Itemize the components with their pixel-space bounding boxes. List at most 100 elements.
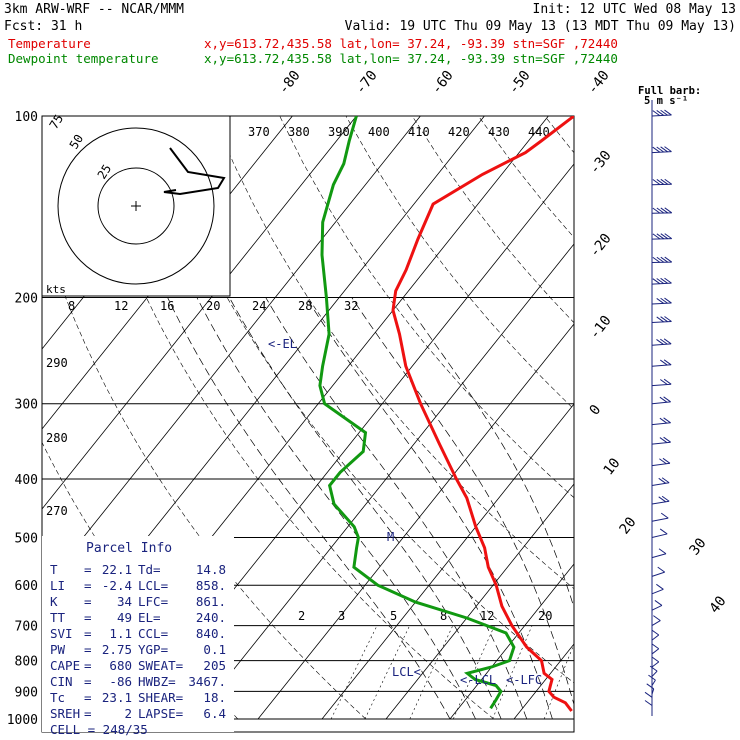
wind-barb bbox=[651, 436, 671, 445]
moist-adiabat-line bbox=[306, 297, 553, 720]
barb-shaft bbox=[651, 634, 660, 641]
barb-shaft bbox=[651, 401, 671, 405]
mixing-ratio-line bbox=[409, 625, 454, 720]
barb-flag bbox=[644, 700, 653, 706]
parcel-hwbz-label: HWBZ= bbox=[138, 674, 176, 689]
barb-flag bbox=[659, 417, 668, 424]
mixing-ratio-label-5: 5 bbox=[390, 609, 397, 623]
barb-flag bbox=[656, 179, 665, 185]
dry-adiabat-line bbox=[345, 116, 574, 410]
isotherm-label-40: 40 bbox=[707, 593, 730, 616]
wind-barb bbox=[651, 457, 671, 467]
parcel-li-label: LI bbox=[50, 578, 65, 593]
parcel-sreh-value: 2 bbox=[124, 706, 132, 721]
full-barb-units: 5 m s⁻¹ bbox=[644, 95, 688, 107]
wind-barb bbox=[651, 566, 666, 577]
barb-flag bbox=[660, 207, 669, 214]
parcel-td-value: 14.8 bbox=[196, 562, 226, 577]
parcel-cin-value: -86 bbox=[109, 674, 132, 689]
wind-barb bbox=[651, 396, 671, 405]
theta-label-440: 440 bbox=[528, 125, 550, 139]
isotherm-label--20: -20 bbox=[587, 231, 615, 261]
isotherm-line bbox=[513, 643, 574, 720]
parcel-sreh-label: SREH bbox=[50, 706, 80, 721]
valid-time: Valid: 19 UTC Thu 09 May 13 (13 MDT Thu … bbox=[345, 19, 736, 34]
barb-flag bbox=[664, 233, 673, 240]
parcel-k-label: K bbox=[50, 594, 58, 609]
barb-shaft bbox=[651, 688, 655, 695]
parcel-equals: = bbox=[84, 594, 92, 609]
barb-shaft bbox=[651, 661, 660, 668]
parcel-equals: = bbox=[84, 706, 92, 721]
barb-flag bbox=[664, 316, 672, 322]
wind-barb bbox=[648, 674, 656, 686]
pressure-label-600: 600 bbox=[15, 579, 38, 594]
barb-shaft bbox=[651, 604, 663, 611]
barb-shaft bbox=[651, 343, 672, 346]
dry-adiabat-line bbox=[42, 228, 367, 720]
barb-shaft bbox=[651, 383, 672, 387]
hodograph-speed-label-24: 24 bbox=[252, 299, 266, 313]
isotherm-label--30: -30 bbox=[587, 148, 615, 178]
barb-flag bbox=[660, 277, 668, 284]
dry-adiabat-label-280: 280 bbox=[46, 431, 68, 445]
wind-barb bbox=[651, 548, 667, 559]
barb-flag bbox=[663, 396, 671, 403]
wind-barb bbox=[651, 316, 672, 323]
barb-flag bbox=[651, 656, 660, 663]
parcel-equals: = bbox=[84, 658, 92, 673]
isotherm-line bbox=[42, 116, 357, 510]
barb-flag bbox=[663, 338, 672, 345]
dry-adiabat-line bbox=[411, 116, 574, 324]
isotherm-label--80: -80 bbox=[276, 68, 304, 98]
parcel-shear-value: 18. bbox=[203, 690, 226, 705]
diagram-frame bbox=[41, 115, 575, 733]
m-marker: M bbox=[387, 530, 394, 544]
hodograph-ring-label-mid: 50 bbox=[67, 132, 87, 152]
wind-barb bbox=[646, 683, 655, 695]
wind-barb bbox=[651, 207, 673, 214]
barb-shaft bbox=[651, 670, 658, 677]
dry-adiabat-line bbox=[279, 116, 574, 499]
barb-flag bbox=[652, 146, 661, 153]
parcel-lcl-value: 858. bbox=[196, 578, 226, 593]
hodograph-speed-label-28: 28 bbox=[298, 299, 312, 313]
wind-barb bbox=[644, 691, 653, 703]
barb-shaft bbox=[651, 282, 672, 285]
pressure-label-400: 400 bbox=[15, 473, 38, 488]
parcel-tt-value: 49 bbox=[117, 610, 132, 625]
isotherm-label-20: 20 bbox=[617, 514, 640, 537]
barb-flag bbox=[660, 359, 668, 366]
parcel-equals: = bbox=[84, 690, 92, 705]
barb-shaft bbox=[651, 571, 665, 577]
barb-flag bbox=[660, 233, 669, 240]
wind-barb bbox=[651, 583, 664, 595]
barb-shaft bbox=[651, 422, 671, 426]
wind-barb bbox=[651, 256, 673, 264]
wind-barb bbox=[651, 417, 671, 426]
parcel-cape-label: CAPE bbox=[50, 658, 80, 673]
parcel-equals: = bbox=[84, 578, 92, 593]
wind-barb bbox=[651, 297, 672, 305]
barb-flag bbox=[658, 477, 667, 484]
barb-flag bbox=[656, 233, 665, 240]
hodograph-origin bbox=[131, 201, 141, 211]
barb-shaft bbox=[651, 648, 660, 655]
parcel-hwbz-value: 3467. bbox=[188, 674, 226, 689]
parcel-tc-label: Tc bbox=[50, 690, 65, 705]
barb-flag bbox=[652, 207, 661, 214]
pressure-label-800: 800 bbox=[15, 655, 38, 670]
parcel-tt-label: TT bbox=[50, 610, 66, 625]
barb-shaft bbox=[651, 302, 672, 305]
model-title: 3km ARW-WRF -- NCAR/MMM bbox=[4, 2, 184, 17]
parcel-lfc-value: 861. bbox=[196, 594, 226, 609]
parcel-info-panel: Parcel Info T 22.1 Td= 14.8 = LI -2.4 LCL= 858. =… bbox=[42, 536, 234, 737]
parcel-equals: = bbox=[84, 642, 92, 657]
hodograph-inset: 75 50 25 kts bbox=[41, 112, 231, 297]
temperature-profile bbox=[391, 116, 574, 712]
hodograph-units: kts bbox=[46, 283, 66, 296]
isotherm-line bbox=[578, 116, 740, 719]
parcel-t-label: T bbox=[50, 562, 58, 577]
